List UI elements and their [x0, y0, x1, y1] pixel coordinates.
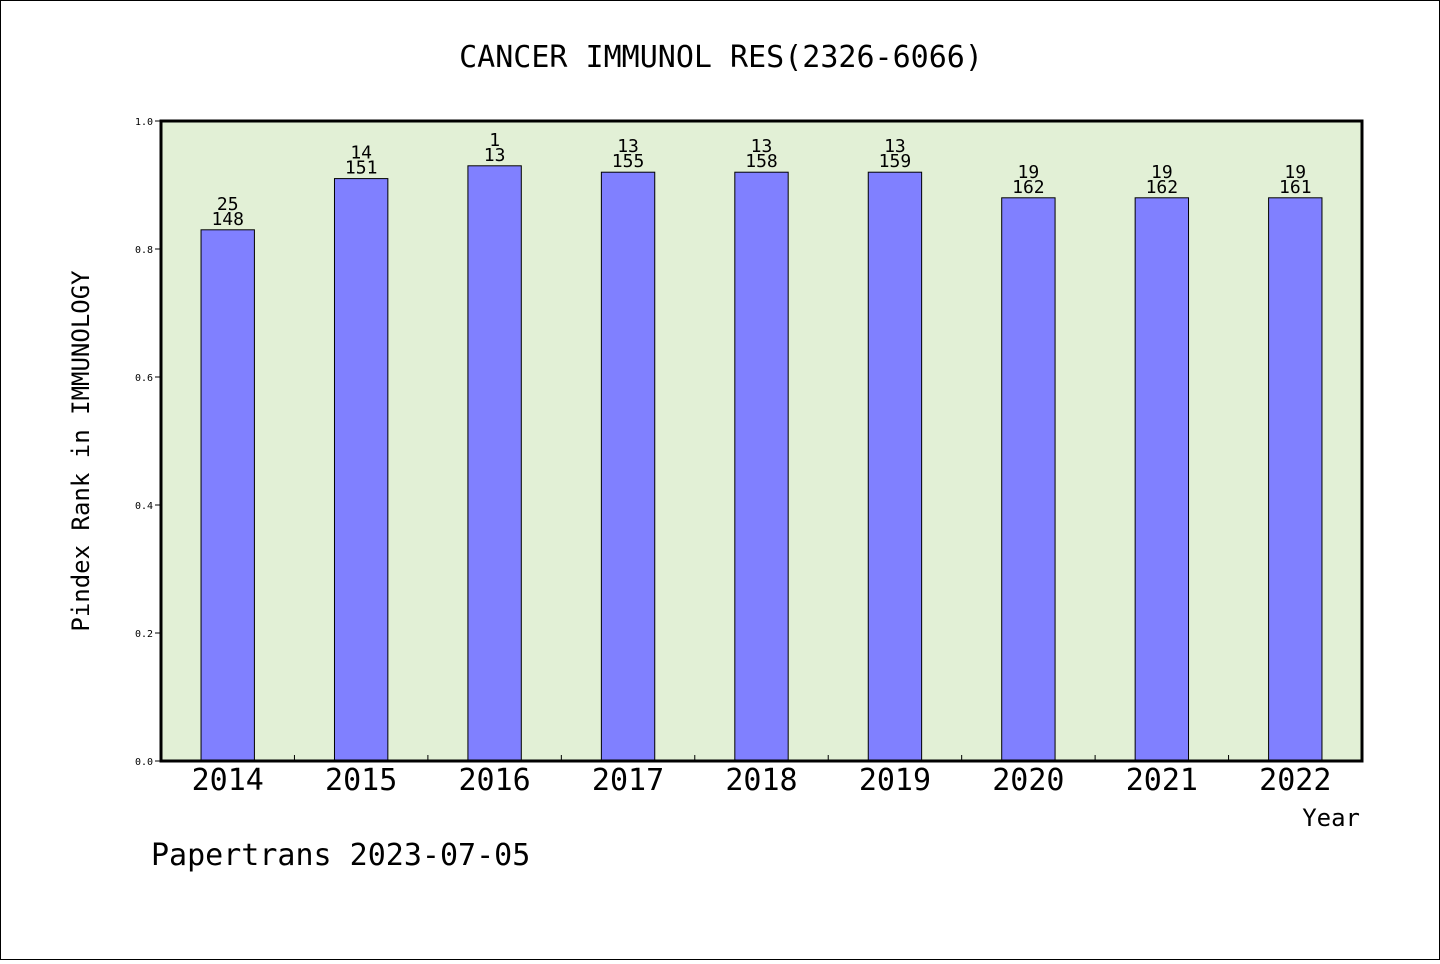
bar — [867, 171, 923, 762]
x-tick-label: 2015 — [325, 763, 397, 798]
plot-border — [159, 119, 1364, 763]
x-tick-label: 2020 — [992, 763, 1064, 798]
x-tick-label: 2014 — [192, 763, 264, 798]
bar-rank-label: 13 — [884, 136, 906, 157]
x-axis-label: Year — [1302, 804, 1360, 832]
bar-rank-label: 25 — [217, 194, 239, 215]
x-tick-label: 2021 — [1126, 763, 1198, 798]
bar-total-label: 158 — [745, 151, 778, 172]
y-tick-label: 0.0 — [135, 757, 153, 768]
x-axis: 2014 2015 2016 2017 2018 2019 2020 2021 2022 — [192, 755, 1331, 798]
y-tick-label: 0.2 — [135, 629, 153, 640]
bar — [1134, 197, 1190, 762]
bar-rank-label: 19 — [1018, 162, 1040, 183]
x-tick-label: 2019 — [859, 763, 931, 798]
bar-rank-label: 19 — [1284, 162, 1306, 183]
bar-total-label: 148 — [211, 209, 244, 230]
bar — [333, 178, 389, 762]
bar — [734, 171, 789, 762]
bar — [1001, 197, 1056, 762]
x-tick-label: 2018 — [725, 763, 797, 798]
y-tick-label: 1.0 — [135, 117, 153, 128]
bar-total-label: 161 — [1279, 177, 1312, 198]
bar-total-label: 13 — [484, 145, 506, 166]
bar-total-label: 151 — [345, 158, 378, 179]
bar-rank-label: 13 — [751, 136, 773, 157]
y-axis-label: Pindex Rank in IMMUNOLOGY — [67, 270, 95, 632]
bar — [1268, 197, 1323, 762]
bar-rank-label: 19 — [1151, 162, 1173, 183]
y-axis: 0.0 0.2 0.4 0.6 0.8 1.0 — [135, 117, 161, 768]
bar — [200, 229, 255, 762]
bar-total-label: 159 — [879, 151, 912, 172]
y-tick-label: 0.4 — [135, 501, 153, 512]
credit-text: Papertrans 2023-07-05 — [151, 838, 530, 873]
x-tick-label: 2022 — [1259, 763, 1331, 798]
bar-rank-label: 14 — [350, 143, 372, 164]
bar-total-label: 162 — [1012, 177, 1045, 198]
bar — [467, 165, 522, 762]
y-tick-label: 0.6 — [135, 373, 153, 384]
x-tick-label: 2017 — [592, 763, 664, 798]
bar-rank-label: 13 — [617, 136, 639, 157]
bar — [600, 171, 656, 762]
chart-title: CANCER IMMUNOL RES(2326-6066) — [459, 40, 983, 75]
x-tick-label: 2016 — [458, 763, 530, 798]
y-tick-label: 0.8 — [135, 245, 153, 256]
bar-rank-label: 1 — [489, 130, 500, 151]
bar-total-label: 162 — [1146, 177, 1179, 198]
bar-total-label: 155 — [612, 151, 645, 172]
